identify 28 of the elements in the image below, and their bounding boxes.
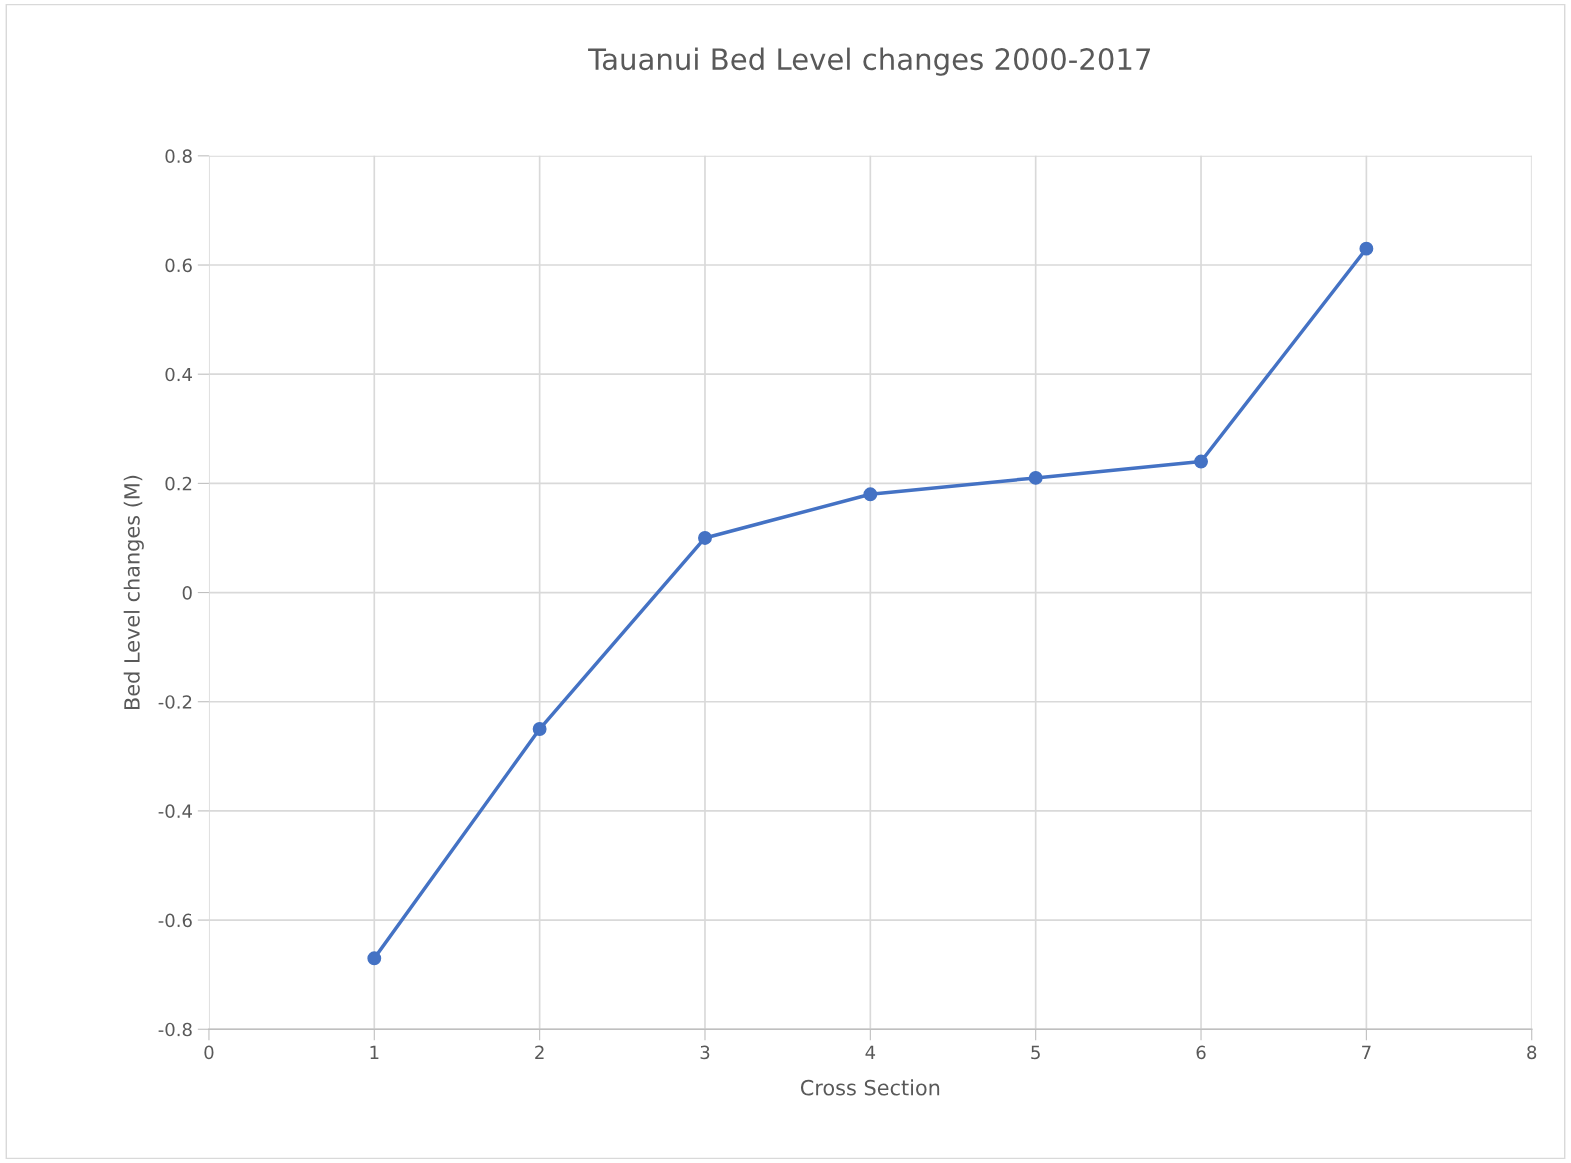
y-tick-label: -0.4 — [158, 804, 192, 819]
y-tick-label: 0.4 — [165, 367, 192, 382]
chart-title: Tauanui Bed Level changes 2000-2017 — [588, 47, 1151, 76]
x-tick-label: 3 — [700, 1045, 710, 1060]
y-tick-label: 0.2 — [165, 476, 192, 491]
y-axis-title: Bed Level changes (M) — [123, 475, 144, 709]
y-tick-label: 0.6 — [165, 258, 192, 273]
x-tick-label: 4 — [865, 1045, 876, 1059]
y-tick-label: -0.2 — [158, 695, 192, 709]
x-tick-label: 7 — [1362, 1045, 1371, 1059]
point — [698, 531, 712, 545]
point — [1359, 241, 1374, 256]
x-tick-label: 5 — [1031, 1045, 1040, 1060]
x-tick-label: 8 — [1527, 1045, 1537, 1060]
point — [863, 487, 878, 502]
y-tick-label: 0.8 — [165, 149, 192, 163]
y-tick-label: -0.8 — [158, 1022, 192, 1037]
x-tick-label: 2 — [535, 1045, 544, 1059]
point — [367, 951, 382, 966]
y-tick-label: -0.6 — [158, 913, 192, 928]
y-tick-label: 0 — [182, 586, 192, 600]
point — [532, 722, 547, 736]
point — [1028, 470, 1043, 485]
x-tick-label: 1 — [370, 1045, 379, 1059]
x-tick-label: 0 — [204, 1045, 214, 1060]
x-axis-title: Cross Section — [800, 1079, 940, 1096]
point — [1194, 454, 1208, 469]
x-tick-label: 6 — [1196, 1045, 1206, 1060]
